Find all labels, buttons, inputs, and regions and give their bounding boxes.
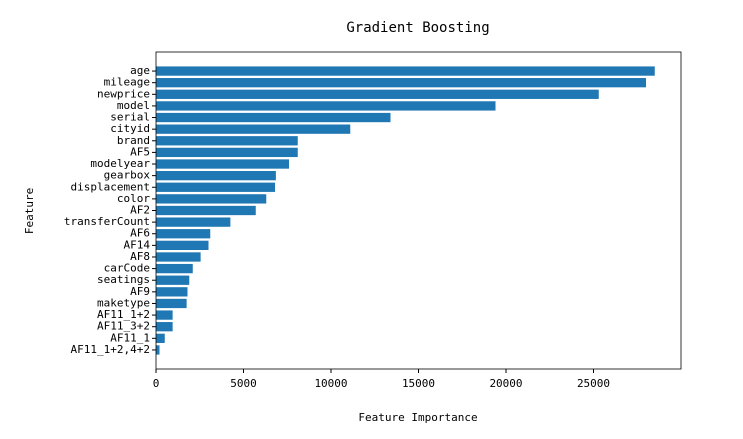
- y-tick-label: AF11_1+2,4+2: [71, 343, 150, 356]
- y-tick-label: mileage: [104, 76, 150, 89]
- x-tick-label: 0: [153, 377, 160, 390]
- bar: [156, 322, 173, 332]
- y-tick-label: modelyear: [90, 157, 150, 170]
- bar: [156, 298, 187, 309]
- bar: [156, 194, 267, 204]
- y-tick-label: AF14: [124, 238, 151, 251]
- y-tick-label: maketype: [97, 296, 150, 309]
- y-tick-label: transferCount: [64, 215, 150, 228]
- bar: [156, 101, 496, 111]
- y-tick-label: model: [117, 99, 150, 112]
- y-tick-label: AF5: [130, 145, 150, 158]
- bar: [156, 159, 289, 169]
- y-tick-label: seatings: [97, 273, 150, 286]
- bar: [156, 252, 201, 262]
- bar: [156, 217, 231, 227]
- bar: [156, 136, 298, 146]
- bar: [156, 310, 173, 320]
- bar: [156, 112, 391, 123]
- bar: [156, 275, 190, 285]
- y-tick-label: brand: [117, 134, 150, 147]
- y-tick-label: AF11_1: [110, 331, 150, 344]
- bar: [156, 345, 160, 355]
- y-tick-label: AF2: [130, 204, 150, 217]
- chart-title: Gradient Boosting: [346, 20, 489, 36]
- y-tick-label: AF11_3+2: [97, 320, 150, 333]
- y-tick-label: AF8: [130, 250, 150, 263]
- y-tick-label: color: [117, 192, 150, 205]
- x-tick-label: 15000: [402, 377, 435, 390]
- y-tick-label: newprice: [97, 87, 150, 100]
- y-tick-label: cityid: [110, 122, 150, 135]
- bar: [156, 229, 211, 239]
- bar: [156, 240, 209, 251]
- bar: [156, 205, 256, 216]
- y-tick-label: AF11_1+2: [97, 308, 150, 321]
- x-axis-label: Feature Importance: [358, 411, 477, 424]
- x-tick-label: 10000: [314, 377, 347, 390]
- x-tick-label: 20000: [489, 377, 522, 390]
- y-tick-label: AF9: [130, 285, 150, 298]
- bar: [156, 333, 165, 343]
- bar: [156, 147, 298, 158]
- bar: [156, 170, 276, 181]
- plot-frame: [155, 51, 682, 370]
- y-tick-label: AF6: [130, 227, 150, 240]
- y-tick-label: age: [130, 64, 150, 77]
- x-tick-label: 25000: [577, 377, 610, 390]
- bar: [156, 124, 351, 134]
- y-axis-label: Feature: [23, 188, 36, 234]
- bar: [156, 182, 275, 192]
- y-tick-label: serial: [110, 111, 150, 124]
- bar: [156, 287, 188, 297]
- y-tick-label: gearbox: [104, 169, 151, 182]
- bar: [156, 89, 599, 99]
- y-tick-label: displacement: [71, 180, 150, 193]
- y-tick-label: carCode: [104, 262, 150, 275]
- bar: [156, 78, 646, 88]
- bar: [156, 263, 193, 274]
- x-tick-label: 5000: [230, 377, 257, 390]
- bar: [156, 66, 655, 76]
